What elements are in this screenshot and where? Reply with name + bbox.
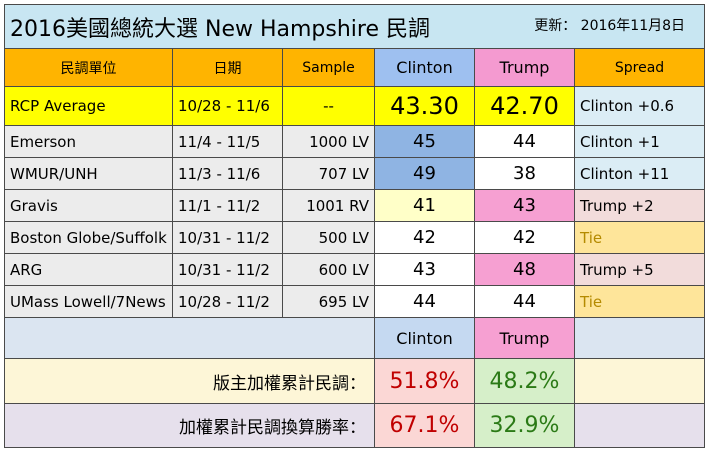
poll-spread: Clinton +1 xyxy=(573,125,706,158)
poll-sample: 707 LV xyxy=(282,157,375,190)
weighted-poll-label: 版主加權累計民調： xyxy=(4,358,375,404)
table-row: UMass Lowell/7News 10/28 - 11/2 695 LV 4… xyxy=(4,285,706,318)
header-spread: Spread xyxy=(573,48,706,87)
poll-sample: 1000 LV xyxy=(282,125,375,158)
table-row: Gravis 11/1 - 11/2 1001 RV 41 43 Trump +… xyxy=(4,189,706,222)
rcp-spread: Clinton +0.6 xyxy=(573,86,706,126)
weighted-trump: 48.2% xyxy=(474,358,575,404)
title-cell: 2016美國總統大選 New Hampshire 民調 更新： 2016年11月… xyxy=(3,4,706,49)
poll-spread: Trump +2 xyxy=(573,189,706,222)
rcp-sample: -- xyxy=(282,86,375,126)
table-row: Emerson 11/4 - 11/5 1000 LV 45 44 Clinto… xyxy=(4,125,706,158)
header-pollster: 民調單位 xyxy=(4,48,173,87)
poll-date: 11/4 - 11/5 xyxy=(172,125,283,158)
rcp-trump: 42.70 xyxy=(474,86,575,126)
summary-header-row: Clinton Trump xyxy=(4,317,706,359)
poll-pollster: ARG xyxy=(4,253,173,286)
weighted-poll-row: 版主加權累計民調： 51.8% 48.2% xyxy=(4,358,706,404)
poll-table: 2016美國總統大選 New Hampshire 民調 更新： 2016年11月… xyxy=(3,4,706,448)
poll-date: 11/1 - 11/2 xyxy=(172,189,283,222)
rcp-date: 10/28 - 11/6 xyxy=(172,86,283,126)
update-date: 更新： 2016年11月8日 xyxy=(534,17,686,34)
poll-trump: 44 xyxy=(474,125,575,158)
poll-spread: Tie xyxy=(573,221,706,254)
poll-pollster: UMass Lowell/7News xyxy=(4,285,173,318)
poll-clinton: 42 xyxy=(374,221,475,254)
poll-trump: 48 xyxy=(474,253,575,286)
poll-sample: 695 LV xyxy=(282,285,375,318)
poll-sample: 1001 RV xyxy=(282,189,375,222)
page-title: 2016美國總統大選 New Hampshire 民調 xyxy=(10,16,430,42)
poll-table-container: 2016美國總統大選 New Hampshire 民調 更新： 2016年11月… xyxy=(3,4,706,448)
rcp-clinton: 43.30 xyxy=(374,86,475,126)
summary-clinton-header: Clinton xyxy=(374,317,475,359)
winrate-trump: 32.9% xyxy=(474,403,575,448)
table-row: WMUR/UNH 11/3 - 11/6 707 LV 49 38 Clinto… xyxy=(4,157,706,190)
poll-clinton: 49 xyxy=(374,157,475,190)
poll-trump: 42 xyxy=(474,221,575,254)
win-rate-label: 加權累計民調換算勝率： xyxy=(4,403,375,448)
table-row: ARG 10/31 - 11/2 600 LV 43 48 Trump +5 xyxy=(4,253,706,286)
summary-trump-header: Trump xyxy=(474,317,575,359)
poll-trump: 44 xyxy=(474,285,575,318)
summary-blank xyxy=(4,317,375,359)
poll-date: 10/31 - 11/2 xyxy=(172,253,283,286)
winrate-clinton: 67.1% xyxy=(374,403,475,448)
table-row: Boston Globe/Suffolk 10/31 - 11/2 500 LV… xyxy=(4,221,706,254)
poll-pollster: Emerson xyxy=(4,125,173,158)
winrate-tail xyxy=(573,403,706,448)
rcp-average-row: RCP Average 10/28 - 11/6 -- 43.30 42.70 … xyxy=(4,86,706,126)
poll-date: 11/3 - 11/6 xyxy=(172,157,283,190)
header-trump: Trump xyxy=(474,48,575,87)
rcp-pollster: RCP Average xyxy=(4,86,173,126)
weighted-clinton: 51.8% xyxy=(374,358,475,404)
win-rate-row: 加權累計民調換算勝率： 67.1% 32.9% xyxy=(4,403,706,448)
weighted-tail xyxy=(573,358,706,404)
poll-clinton: 43 xyxy=(374,253,475,286)
poll-trump: 43 xyxy=(474,189,575,222)
poll-spread: Tie xyxy=(573,285,706,318)
header-sample: Sample xyxy=(282,48,375,87)
title-row: 2016美國總統大選 New Hampshire 民調 更新： 2016年11月… xyxy=(3,4,706,49)
summary-blank-right xyxy=(573,317,706,359)
header-row: 民調單位 日期 Sample Clinton Trump Spread xyxy=(4,48,706,87)
poll-clinton: 41 xyxy=(374,189,475,222)
poll-clinton: 45 xyxy=(374,125,475,158)
poll-sample: 500 LV xyxy=(282,221,375,254)
header-date: 日期 xyxy=(172,48,283,87)
poll-date: 10/28 - 11/2 xyxy=(172,285,283,318)
poll-sample: 600 LV xyxy=(282,253,375,286)
poll-clinton: 44 xyxy=(374,285,475,318)
poll-pollster: WMUR/UNH xyxy=(4,157,173,190)
poll-date: 10/31 - 11/2 xyxy=(172,221,283,254)
poll-spread: Clinton +11 xyxy=(573,157,706,190)
poll-spread: Trump +5 xyxy=(573,253,706,286)
poll-pollster: Boston Globe/Suffolk xyxy=(4,221,173,254)
poll-pollster: Gravis xyxy=(4,189,173,222)
poll-trump: 38 xyxy=(474,157,575,190)
header-clinton: Clinton xyxy=(374,48,475,87)
